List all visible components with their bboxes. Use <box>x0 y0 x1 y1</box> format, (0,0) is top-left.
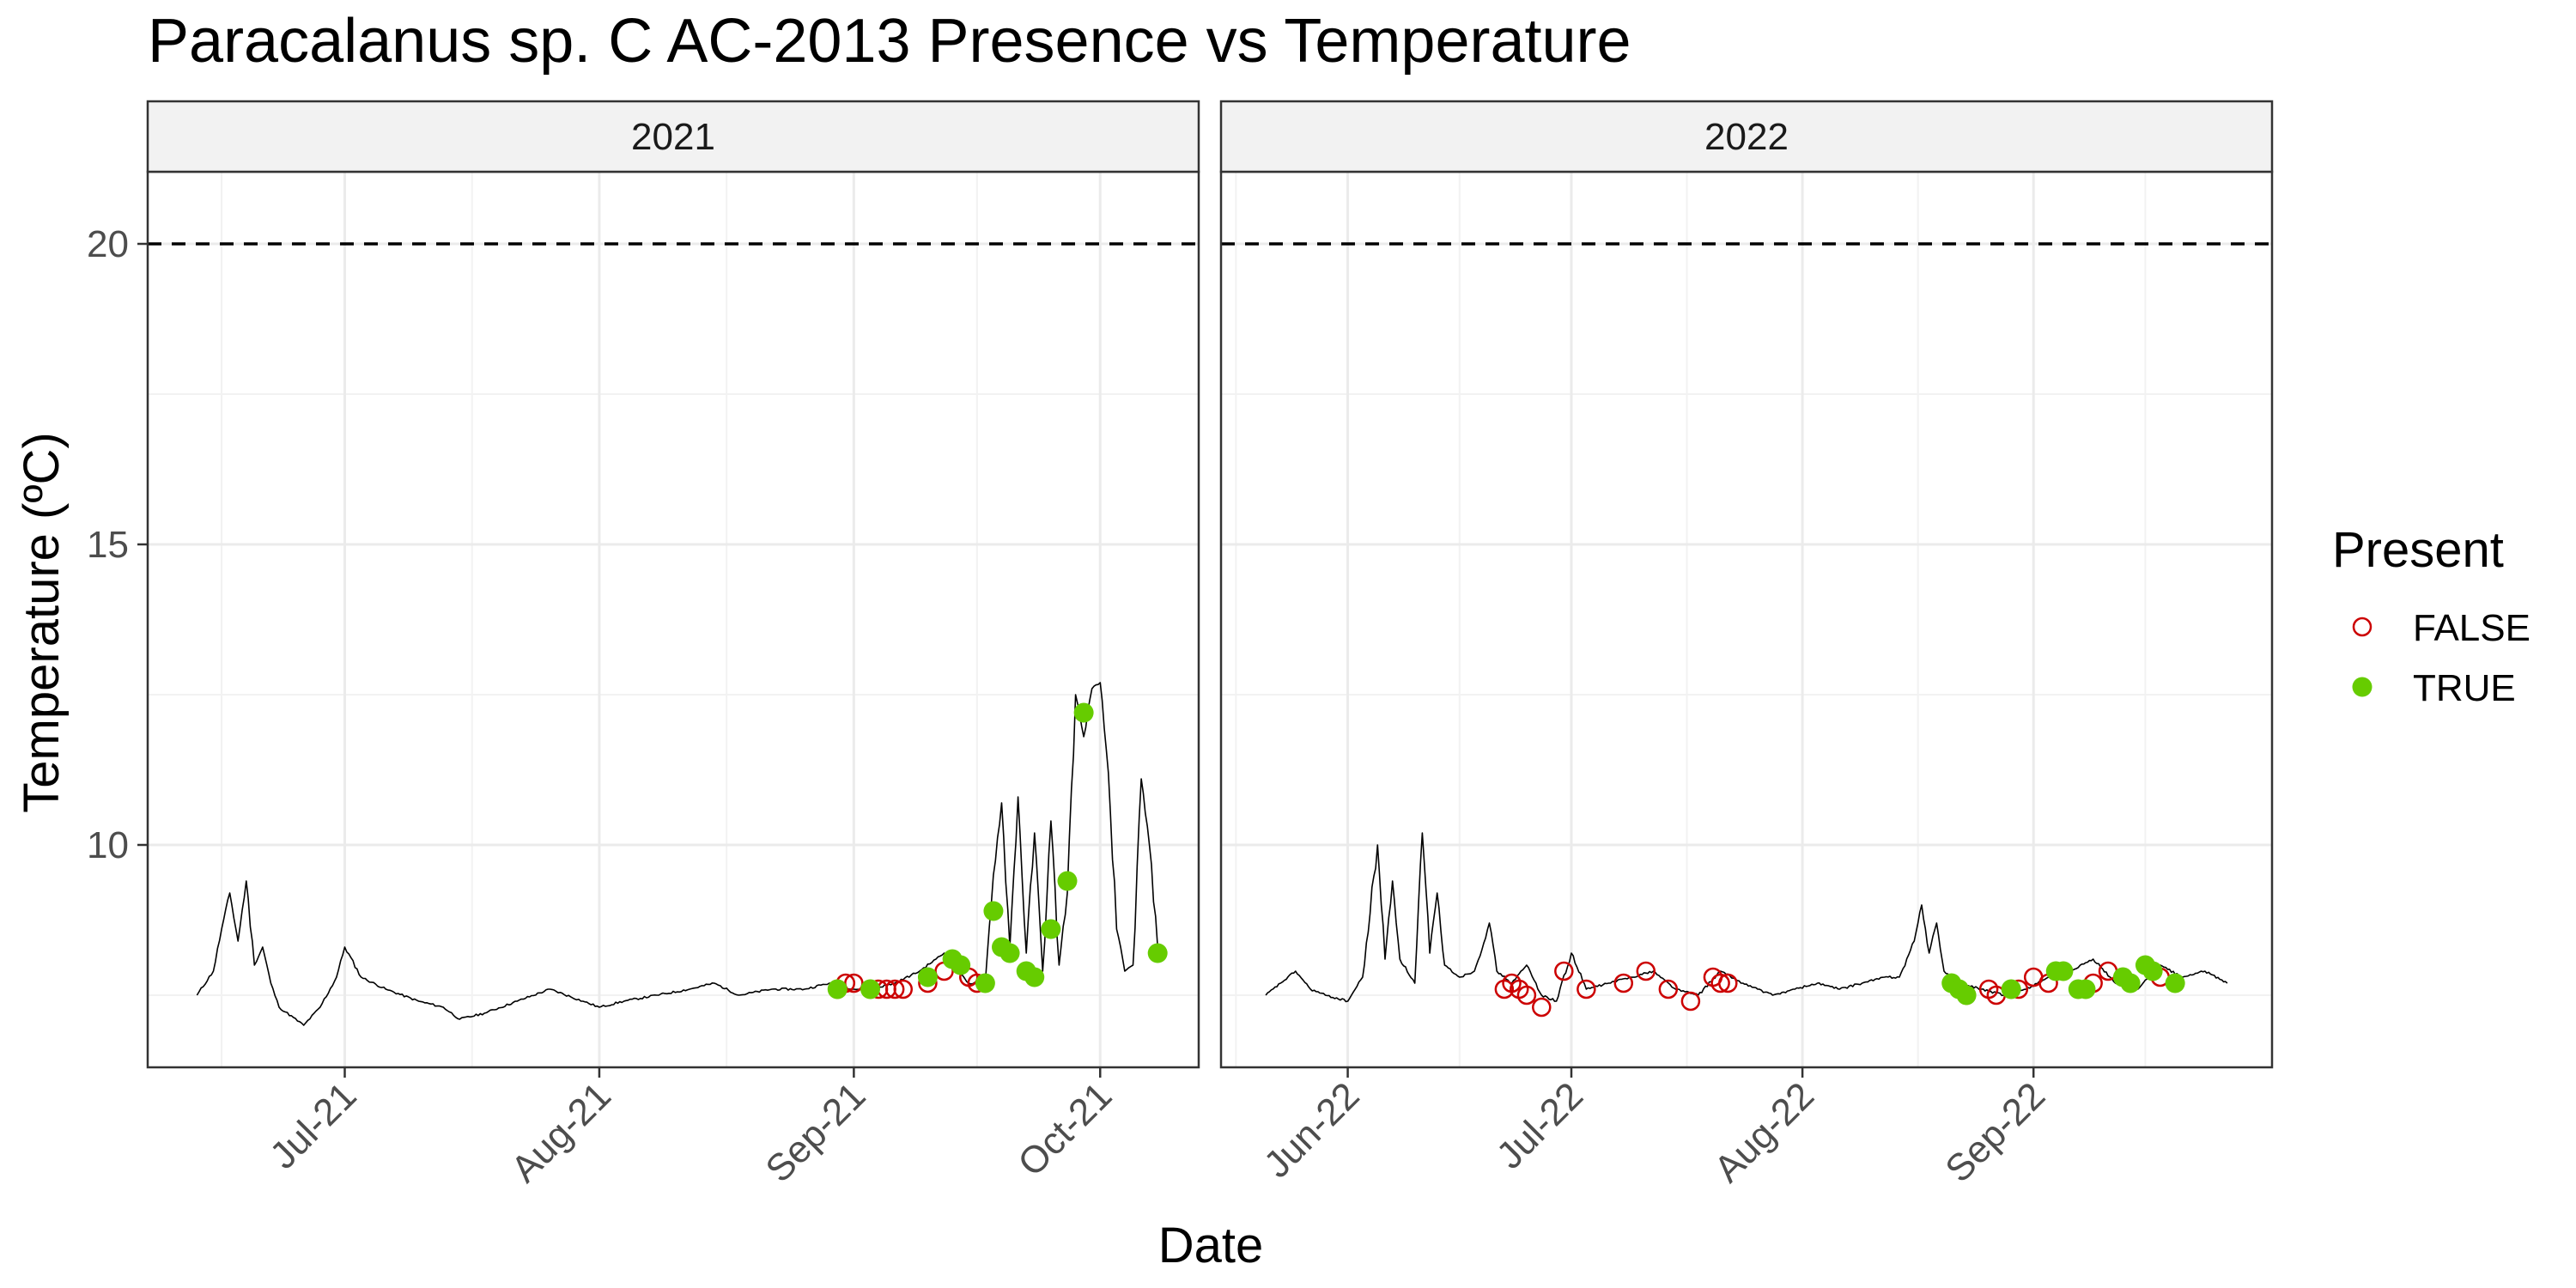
point-false <box>1532 997 1552 1018</box>
point-false <box>1577 979 1596 999</box>
point-true <box>1147 943 1168 963</box>
x-tick-label: Jul-22 <box>1489 1074 1591 1176</box>
point-true <box>2120 973 2141 993</box>
point-false <box>1658 979 1679 999</box>
y-tick-label: 15 <box>87 524 129 566</box>
y-axis-title: Temperature (ºC) <box>14 432 70 812</box>
point-true <box>917 967 938 987</box>
x-tick-label: Aug-21 <box>503 1074 619 1190</box>
point-true <box>1041 919 1061 939</box>
point-true <box>2075 979 2096 999</box>
x-tick-label: Sep-21 <box>757 1074 873 1190</box>
point-false <box>1554 961 1574 981</box>
point-true <box>975 973 995 993</box>
point-true <box>2053 961 2074 981</box>
y-tick-label: 10 <box>87 824 129 866</box>
panel-2022: 2022 Jun-22 Jul-22 Aug-22 Sep-22 <box>1219 100 2274 1190</box>
point-false <box>1613 973 1634 993</box>
point-true <box>860 979 880 999</box>
panel-background <box>1221 172 2272 1067</box>
x-tick-label: Oct-21 <box>1010 1074 1120 1184</box>
strip <box>146 100 1200 173</box>
legend-label: FALSE <box>2413 607 2530 649</box>
point-true <box>2142 961 2163 981</box>
point-true <box>2001 979 2021 999</box>
x-axis-title: Date <box>1158 1218 1264 1273</box>
point-false <box>1710 973 1730 993</box>
legend-label: TRUE <box>2413 667 2516 709</box>
point-false <box>1516 985 1537 1005</box>
point-true <box>1057 871 1078 891</box>
point-false <box>844 973 864 993</box>
x-tick-label: Sep-22 <box>1937 1074 2053 1190</box>
x-tick-label: Jul-21 <box>262 1074 364 1176</box>
temperature-line <box>196 682 1158 1026</box>
point-true <box>1956 985 1977 1005</box>
x-tick-label: Aug-22 <box>1706 1074 1822 1190</box>
panels: 2021 Jul-21 Aug-21 Sep-21 Oct-21 10 15 20 2022 Ju… <box>87 100 2274 1190</box>
point-false <box>1718 973 1738 993</box>
point-false <box>1636 961 1656 981</box>
legend-entry-false: FALSE <box>2352 607 2530 649</box>
point-true <box>1024 967 1045 987</box>
point-false <box>1680 991 1701 1012</box>
legend-key <box>2352 677 2372 697</box>
point-true <box>2165 973 2185 993</box>
y-tick-label: 20 <box>87 223 129 265</box>
legend-title: Present <box>2332 522 2504 578</box>
strip-label: 2021 <box>631 116 715 158</box>
panel-2021: 2021 Jul-21 Aug-21 Sep-21 Oct-21 10 15 20 <box>87 100 1200 1190</box>
point-true <box>983 901 1004 921</box>
point-true <box>1073 702 1094 723</box>
legend-key <box>2352 617 2372 637</box>
point-true <box>827 979 848 999</box>
legend: Present FALSE TRUE <box>2332 522 2530 709</box>
point-false <box>893 979 913 999</box>
strip <box>1219 100 2274 173</box>
point-false <box>884 979 905 999</box>
point-true <box>951 955 971 975</box>
chart-title: Paracalanus sp. C AC-2013 Presence vs Te… <box>148 7 1631 76</box>
x-tick-label: Jun-22 <box>1256 1074 1368 1186</box>
legend-entry-true: TRUE <box>2352 667 2516 709</box>
strip-label: 2022 <box>1704 116 1789 158</box>
point-true <box>999 943 1020 963</box>
